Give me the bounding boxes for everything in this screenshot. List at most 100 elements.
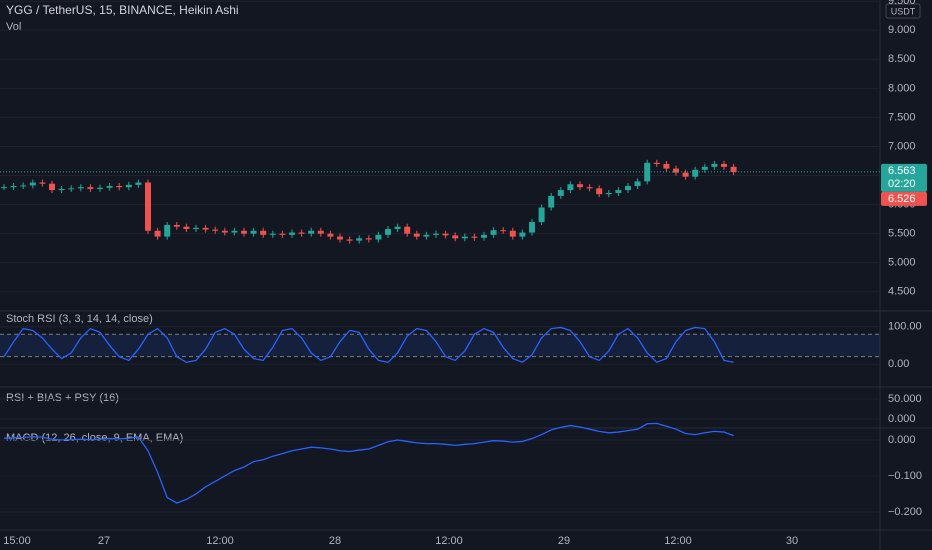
candle xyxy=(154,230,161,237)
currency: USDT xyxy=(891,6,916,16)
y-tick-label: 5.000 xyxy=(888,257,916,269)
candle xyxy=(279,233,286,235)
stoch-band xyxy=(0,334,880,357)
candle xyxy=(327,233,334,237)
candle xyxy=(644,162,651,182)
candle xyxy=(365,238,372,240)
macd-title: MACD (12, 26, close, 9, EMA, EMA) xyxy=(6,432,183,444)
candle xyxy=(202,227,209,230)
candle xyxy=(625,186,631,191)
candle xyxy=(250,230,257,234)
candle xyxy=(241,230,247,234)
candle xyxy=(682,172,689,177)
candle xyxy=(461,236,468,239)
y-tick-label: 7.500 xyxy=(888,111,916,123)
time-label: 29 xyxy=(558,535,570,547)
candle xyxy=(433,233,439,235)
y-tick-label: 7.000 xyxy=(888,140,916,152)
candle xyxy=(663,163,670,169)
candle xyxy=(615,190,622,193)
candle xyxy=(125,184,132,188)
candle xyxy=(337,236,343,240)
candle xyxy=(442,233,449,236)
candle xyxy=(413,233,420,237)
prev-price: 6.526 xyxy=(888,193,916,205)
last-price-box xyxy=(881,163,927,192)
candle xyxy=(596,188,603,195)
y-tick-label: −0.200 xyxy=(888,506,922,518)
y-tick-label: 0.000 xyxy=(888,434,916,446)
time-label: 12:00 xyxy=(664,535,692,547)
candle xyxy=(289,232,295,235)
time-label: 12:00 xyxy=(206,535,234,547)
candle xyxy=(586,187,593,189)
candle xyxy=(692,169,699,177)
countdown: 02:20 xyxy=(888,178,916,190)
candle xyxy=(106,186,113,188)
time-label: 15:00 xyxy=(3,535,31,547)
candle xyxy=(701,166,708,170)
candle xyxy=(97,187,103,189)
candle xyxy=(212,229,219,231)
candle xyxy=(29,182,36,186)
y-tick-label: 4.500 xyxy=(888,286,916,298)
candle xyxy=(529,222,535,233)
y-tick-label: 9.000 xyxy=(888,24,916,36)
candle xyxy=(481,234,487,238)
y-tick-label: 8.000 xyxy=(888,82,916,94)
candle xyxy=(490,230,497,235)
candle xyxy=(164,224,171,237)
candle xyxy=(385,229,391,235)
candle xyxy=(500,230,507,232)
candle xyxy=(605,192,612,195)
candle xyxy=(308,230,315,234)
candle xyxy=(183,226,190,230)
time-axis: 15:00 27 12:00 28 12:00 29 12:00 30 xyxy=(3,535,798,547)
candle xyxy=(356,238,363,241)
rsi-title: RSI + BIAS + PSY (16) xyxy=(6,392,119,404)
candle xyxy=(58,188,65,191)
stoch-title: Stoch RSI (3, 3, 14, 14, close) xyxy=(6,313,153,325)
y-tick-label: 5.500 xyxy=(888,228,916,240)
candle xyxy=(548,195,555,208)
y-tick-label: 50.000 xyxy=(888,393,922,405)
candle xyxy=(135,182,142,185)
candle xyxy=(653,162,660,164)
time-label: 27 xyxy=(98,535,110,547)
y-tick-label: 0.00 xyxy=(888,358,909,370)
last-price: 6.563 xyxy=(888,165,916,177)
macd-line xyxy=(3,422,734,504)
candle xyxy=(577,184,583,188)
candle xyxy=(298,232,305,234)
candle xyxy=(346,239,353,241)
candle xyxy=(39,182,46,184)
candle xyxy=(375,234,382,240)
candle xyxy=(711,163,718,167)
candle xyxy=(145,182,151,231)
candle xyxy=(87,187,94,189)
candle xyxy=(116,186,123,188)
candle xyxy=(49,183,55,191)
candle xyxy=(567,184,574,191)
candle xyxy=(634,181,641,187)
y-tick-label: 100.00 xyxy=(888,321,922,333)
y-tick-label: 0.000 xyxy=(888,413,916,425)
candle xyxy=(721,163,727,167)
y-tick-label: 9.500 xyxy=(888,0,916,7)
candle xyxy=(730,166,737,173)
candle xyxy=(20,185,27,187)
candle xyxy=(394,226,401,230)
candle xyxy=(557,190,564,196)
candle xyxy=(221,230,228,233)
currency-box[interactable] xyxy=(885,3,921,19)
stoch-k-line xyxy=(3,326,734,364)
candle xyxy=(231,230,238,233)
candle xyxy=(452,235,459,239)
candle xyxy=(10,186,17,188)
prev-price-box xyxy=(881,191,927,206)
candle xyxy=(509,230,516,237)
symbol-title[interactable]: YGG / TetherUS, 15, BINANCE, Heikin Ashi xyxy=(6,3,239,17)
volume-label: Vol xyxy=(6,21,21,33)
candle xyxy=(471,236,478,238)
